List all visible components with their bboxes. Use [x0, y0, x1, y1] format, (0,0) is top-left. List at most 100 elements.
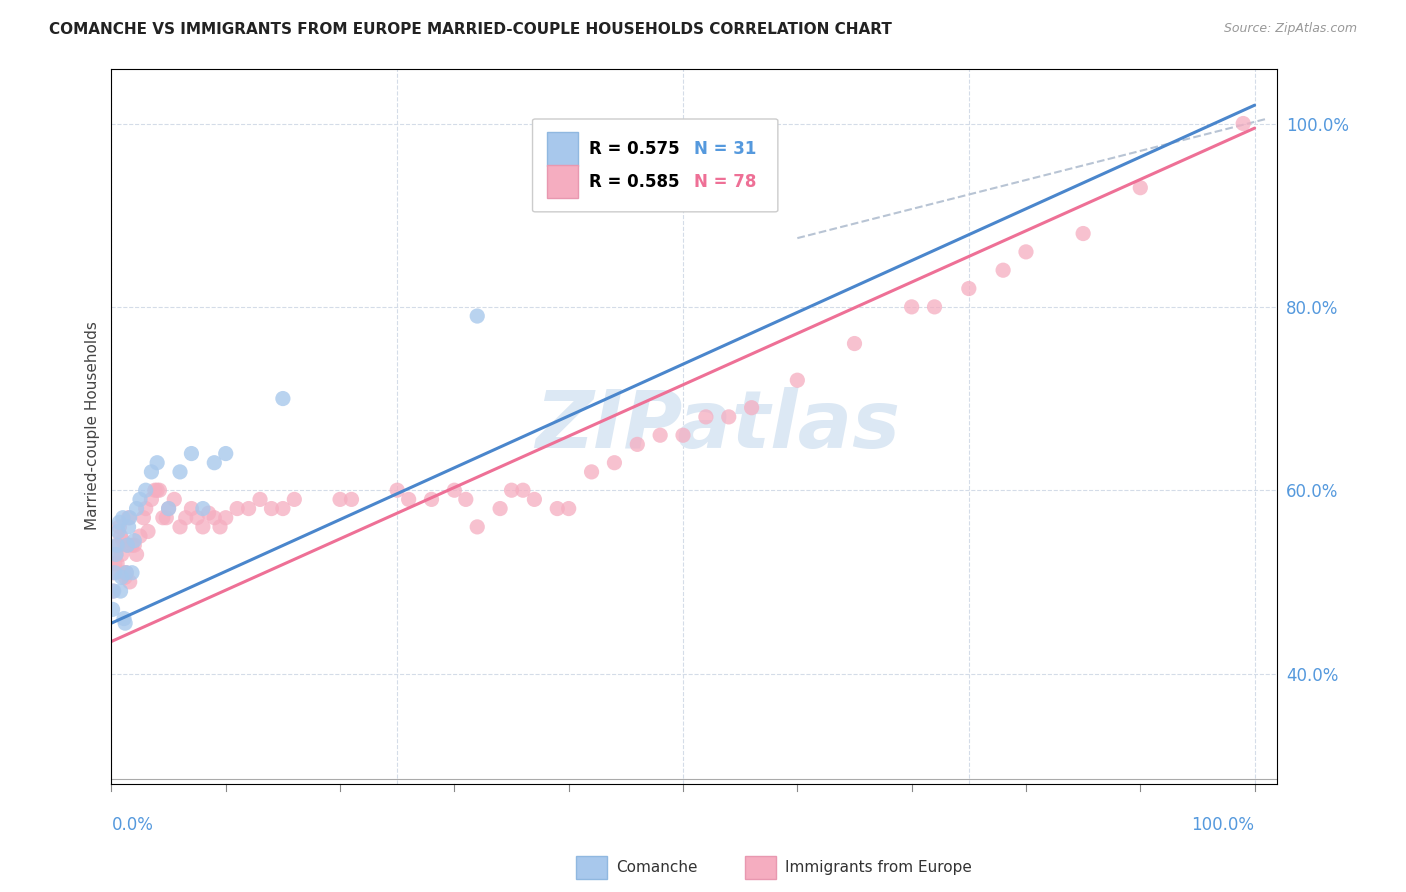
Point	[121, 566, 143, 580]
Point	[957, 281, 980, 295]
Point	[215, 510, 238, 524]
Point	[117, 538, 139, 552]
Point	[129, 529, 152, 543]
Point	[114, 616, 136, 631]
Point	[387, 483, 409, 498]
Point	[174, 510, 197, 524]
Text: 0.0%: 0.0%	[111, 815, 153, 834]
Point	[489, 501, 512, 516]
Point	[146, 483, 169, 498]
Point	[104, 566, 127, 580]
Point	[115, 566, 138, 580]
Point	[717, 409, 740, 424]
Point	[118, 510, 141, 524]
Point	[197, 506, 219, 520]
Point	[581, 465, 603, 479]
Point	[124, 533, 146, 548]
Point	[191, 520, 214, 534]
Point	[169, 465, 191, 479]
Point	[695, 409, 717, 424]
Point	[104, 548, 127, 562]
Point	[141, 465, 163, 479]
Point	[111, 548, 134, 562]
Point	[101, 584, 124, 599]
Point	[202, 510, 225, 524]
Point	[512, 483, 534, 498]
Point	[107, 538, 129, 552]
Point	[991, 263, 1014, 277]
Point	[465, 520, 488, 534]
Point	[143, 483, 166, 498]
Point	[115, 566, 138, 580]
Point	[117, 510, 139, 524]
Point	[420, 492, 443, 507]
Point	[208, 520, 231, 534]
Point	[180, 446, 202, 460]
Point	[136, 524, 159, 539]
Point	[111, 570, 134, 584]
Point	[107, 524, 129, 539]
Text: N = 31: N = 31	[695, 140, 756, 158]
Point	[1129, 180, 1152, 194]
Point	[135, 483, 157, 498]
Point	[108, 520, 131, 534]
Point	[148, 483, 170, 498]
Point	[129, 492, 152, 507]
Point	[215, 446, 238, 460]
Point	[672, 428, 695, 442]
Text: R = 0.585: R = 0.585	[589, 172, 679, 191]
Text: Immigrants from Europe: Immigrants from Europe	[785, 860, 972, 874]
Point	[111, 510, 134, 524]
Text: N = 78: N = 78	[695, 172, 756, 191]
Point	[650, 428, 672, 442]
Point	[191, 501, 214, 516]
Point	[132, 510, 155, 524]
Point	[465, 309, 488, 323]
Text: R = 0.575: R = 0.575	[589, 140, 679, 158]
Point	[163, 492, 186, 507]
Point	[112, 611, 135, 625]
Point	[110, 584, 132, 599]
Point	[283, 492, 305, 507]
Point	[844, 336, 866, 351]
Point	[454, 492, 477, 507]
Text: 100.0%: 100.0%	[1192, 815, 1254, 834]
Point	[104, 548, 127, 562]
Point	[557, 501, 579, 516]
Point	[103, 566, 125, 580]
Point	[1232, 116, 1254, 130]
Point	[110, 529, 132, 543]
Point	[121, 538, 143, 552]
Point	[501, 483, 523, 498]
Point	[340, 492, 363, 507]
Point	[104, 557, 127, 571]
Point	[152, 510, 174, 524]
Point	[117, 538, 139, 552]
Point	[105, 538, 128, 552]
Text: Source: ZipAtlas.com: Source: ZipAtlas.com	[1223, 22, 1357, 36]
Point	[146, 456, 169, 470]
Point	[125, 501, 148, 516]
Point	[141, 492, 163, 507]
Point	[186, 510, 208, 524]
Text: COMANCHE VS IMMIGRANTS FROM EUROPE MARRIED-COUPLE HOUSEHOLDS CORRELATION CHART: COMANCHE VS IMMIGRANTS FROM EUROPE MARRI…	[49, 22, 891, 37]
Point	[443, 483, 465, 498]
Point	[238, 501, 260, 516]
Point	[169, 520, 191, 534]
Point	[101, 602, 124, 616]
Point	[117, 520, 139, 534]
Point	[124, 538, 146, 552]
Point	[105, 557, 128, 571]
Point	[103, 584, 125, 599]
Point	[157, 501, 180, 516]
Y-axis label: Married-couple Households: Married-couple Households	[86, 322, 100, 531]
Point	[155, 510, 177, 524]
Point	[260, 501, 283, 516]
Text: ZIPatlas: ZIPatlas	[536, 387, 900, 465]
Point	[1071, 227, 1094, 241]
Point	[135, 501, 157, 516]
Text: Comanche: Comanche	[616, 860, 697, 874]
Point	[786, 373, 808, 387]
Point	[398, 492, 420, 507]
Point	[523, 492, 546, 507]
